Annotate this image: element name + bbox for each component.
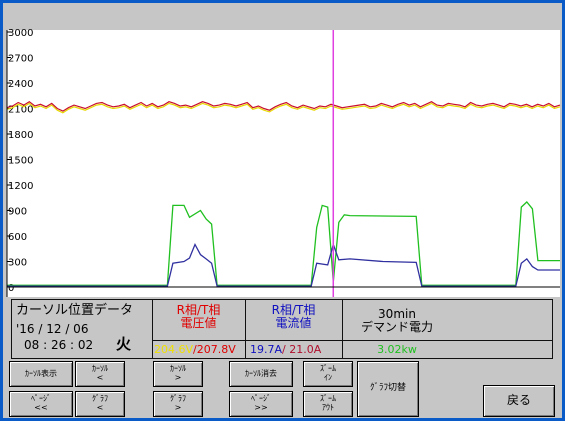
graph-left-button[interactable]: ｸﾞﾗﾌ < xyxy=(75,391,125,417)
cursor-date: '16 / 12 / 06 xyxy=(16,322,89,336)
voltage-label: R相/T相 電圧値 xyxy=(176,303,221,331)
voltage-values: 204.6V/207.8V xyxy=(154,343,236,356)
series-line-1 xyxy=(6,100,561,112)
series-line-0 xyxy=(6,102,561,114)
y-tick-label: 3000 xyxy=(8,28,33,39)
graph-switch-button[interactable]: ｸﾞﾗﾌ切替 xyxy=(357,361,419,417)
y-tick-label: 1200 xyxy=(8,181,33,192)
cursor-right-button[interactable]: ｶｰｿﾙ > xyxy=(153,361,203,387)
current-values: 19.7A/ 21.0A xyxy=(250,343,322,356)
voltage-r-value: 204.6V xyxy=(154,343,194,356)
cursor-clear-button[interactable]: ｶｰｿﾙ消去 xyxy=(229,361,293,387)
current-label: R相/T相 電流値 xyxy=(271,303,316,331)
cursor-left-button[interactable]: ｶｰｿﾙ < xyxy=(75,361,125,387)
y-tick-label: 0 xyxy=(8,283,14,294)
demand-value: 3.02kw xyxy=(377,343,417,356)
zoom-out-button[interactable]: ｽﾞｰﾑ ｱｳﾄ xyxy=(303,391,353,417)
y-tick-label: 300 xyxy=(8,258,27,269)
y-tick-label: 1500 xyxy=(8,156,33,167)
zoom-in-button[interactable]: ｽﾞｰﾑ ｲﾝ xyxy=(303,361,353,387)
page-prev-button[interactable]: ﾍﾟｰｼﾞ << xyxy=(9,391,73,417)
y-tick-label: 600 xyxy=(8,232,27,243)
demand-label: 30min デマンド電力 xyxy=(360,307,433,335)
hmi-panel: 3000 2700 2400 2100 1800 1500 1200 900 600 300 0 カ… xyxy=(3,3,562,418)
cursor-time: 08 : 26 : 02 xyxy=(24,338,94,352)
y-tick-label: 2100 xyxy=(8,105,33,116)
y-tick-label: 2400 xyxy=(8,79,33,90)
y-tick-label: 2700 xyxy=(8,54,33,65)
current-t-value: 21.0A xyxy=(289,343,322,356)
page-next-button[interactable]: ﾍﾟｰｼﾞ >> xyxy=(229,391,293,417)
plot-area xyxy=(7,30,560,297)
cursor-position-panel: カーソル位置データ '16 / 12 / 06 08 : 26 : 02 火 R… xyxy=(11,299,553,359)
graph-right-button[interactable]: ｸﾞﾗﾌ > xyxy=(153,391,203,417)
series-line-3 xyxy=(7,242,560,287)
y-tick-label: 900 xyxy=(8,207,27,218)
y-tick-label: 1800 xyxy=(8,130,33,141)
back-button[interactable]: 戻る xyxy=(483,385,555,417)
series-line-2 xyxy=(7,201,560,286)
current-r-value: 19.7A xyxy=(250,343,283,356)
cursor-weekday: 火 xyxy=(116,335,132,353)
voltage-t-value: 207.8V xyxy=(196,343,236,356)
cursor-display-button[interactable]: ｶｰｿﾙ表示 xyxy=(9,361,73,387)
cursor-panel-title: カーソル位置データ xyxy=(16,303,134,318)
